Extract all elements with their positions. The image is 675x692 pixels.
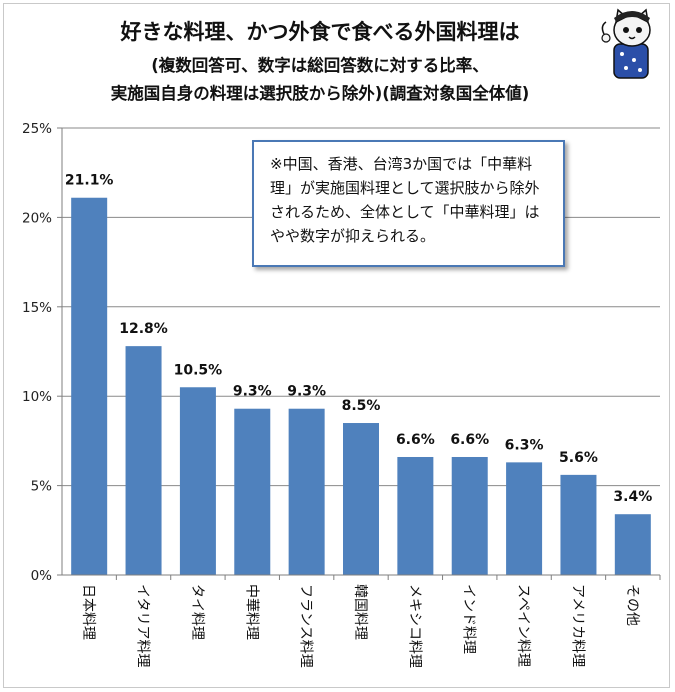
bar bbox=[234, 408, 271, 575]
cat-mascot-icon bbox=[601, 8, 651, 79]
x-tick-label: 韓国料理 bbox=[352, 584, 368, 640]
x-tick-label: イタリア料理 bbox=[135, 584, 151, 667]
chart-frame bbox=[3, 3, 670, 688]
data-label: 9.3% bbox=[287, 384, 326, 400]
data-label: 21.1% bbox=[65, 173, 114, 189]
x-tick-label: インド料理 bbox=[461, 584, 477, 654]
data-label: 6.6% bbox=[450, 432, 489, 448]
data-label: 6.6% bbox=[396, 432, 435, 448]
x-tick-label: 中華料理 bbox=[243, 584, 259, 640]
x-tick-label: アメリカ料理 bbox=[569, 584, 585, 667]
axes bbox=[57, 127, 661, 580]
labels: 0% 5% 10% 15% 20% 25% 21.1% 日本料理 12.8% イタリア料理 10.5… bbox=[22, 121, 652, 668]
data-label: 5.6% bbox=[559, 450, 598, 466]
x-tick-label: スペイン料理 bbox=[515, 584, 531, 667]
y-tick-label: 25% bbox=[22, 121, 52, 137]
x-tick-label: フランス料理 bbox=[298, 584, 314, 668]
bar bbox=[179, 387, 216, 575]
bar bbox=[343, 423, 379, 575]
x-tick-label: 日本料理 bbox=[80, 584, 96, 640]
y-tick-label: 10% bbox=[22, 389, 52, 405]
data-label: 12.8% bbox=[119, 321, 168, 337]
x-tick-label: タイ料理 bbox=[189, 584, 205, 640]
y-tick-label: 20% bbox=[22, 210, 52, 226]
chart-title: 好きな料理、かつ外食で食べる外国料理は bbox=[120, 20, 520, 44]
x-tick-label: その他 bbox=[624, 584, 640, 626]
chart-subtitle-line1: (複数回答可、数字は総回答数に対する比率、 bbox=[151, 56, 489, 75]
data-label: 6.3% bbox=[505, 437, 544, 453]
bar bbox=[506, 462, 543, 575]
annotation-note: ※中国、香港、台湾3か国では「中華料理」が実施国料理として選択肢から除外されるた… bbox=[252, 140, 565, 267]
bar bbox=[560, 474, 597, 575]
x-tick-label: メキシコ料理 bbox=[406, 584, 422, 668]
bar bbox=[451, 456, 488, 575]
chart-subtitle-line2: 実施国自身の料理は選択肢から除外)(調査対象国全体値) bbox=[110, 84, 530, 103]
bar bbox=[71, 197, 108, 575]
y-tick-label: 0% bbox=[31, 568, 53, 584]
y-tick-label: 5% bbox=[31, 479, 53, 495]
data-label: 3.4% bbox=[613, 489, 652, 505]
bar bbox=[125, 346, 162, 575]
data-label: 8.5% bbox=[342, 398, 381, 414]
bar bbox=[397, 456, 434, 575]
data-label: 10.5% bbox=[174, 362, 223, 378]
bar bbox=[288, 408, 325, 575]
y-tick-label: 15% bbox=[22, 300, 52, 316]
data-label: 9.3% bbox=[233, 384, 272, 400]
bars bbox=[71, 197, 651, 575]
bar bbox=[614, 514, 651, 575]
